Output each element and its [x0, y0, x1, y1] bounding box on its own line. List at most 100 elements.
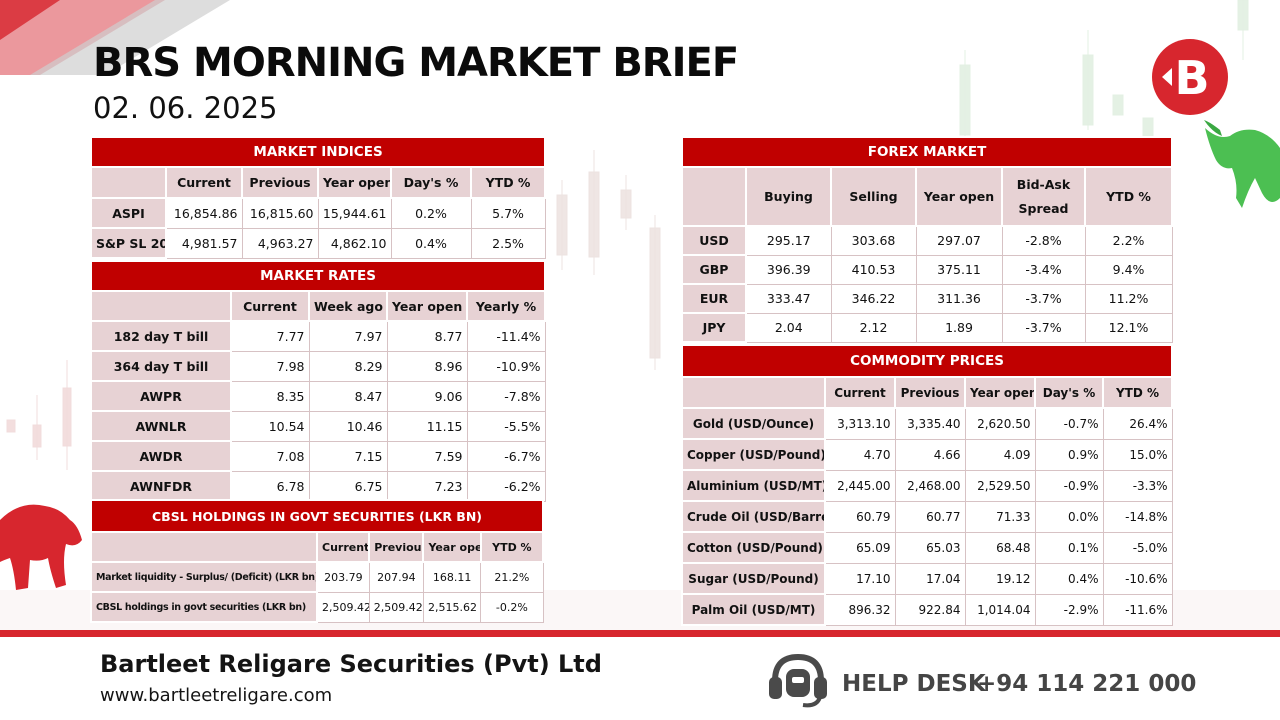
cell-value: 2,509.42	[368, 591, 424, 623]
cell-value: 297.07	[915, 225, 1003, 256]
cell-value: 8.77	[386, 320, 468, 352]
cell-value: -3.3%	[1102, 469, 1173, 502]
helpdesk-phone[interactable]: +94 114 221 000	[977, 671, 1197, 697]
cell-value: 21.2%	[480, 561, 544, 593]
company-name: Bartleet Religare Securities (Pvt) Ltd	[100, 650, 602, 678]
cell-value: 8.47	[308, 380, 388, 412]
row-label: 364 day T bill	[90, 350, 232, 382]
forex-market-title: FOREX MARKET	[680, 136, 1174, 168]
table-row: EUR 333.47 346.22 311.36 -3.7% 11.2%	[681, 283, 1173, 314]
footer-divider	[0, 630, 1280, 637]
column-header: Year open	[317, 166, 392, 199]
table-row: CBSL holdings in govt securities (LKR bn…	[90, 591, 544, 623]
row-label: EUR	[681, 283, 747, 314]
commodity-prices-title: COMMODITY PRICES	[680, 344, 1174, 378]
table-row: Aluminium (USD/MT) 2,445.00 2,468.00 2,5…	[681, 469, 1173, 502]
cell-value: 168.11	[422, 561, 482, 593]
row-label: Copper (USD/Pound)	[681, 438, 826, 471]
market-rates-title: MARKET RATES	[89, 260, 547, 292]
cbsl-holdings-title: CBSL HOLDINGS IN GOVT SECURITIES (LKR BN…	[90, 499, 544, 533]
row-label: AWPR	[90, 380, 232, 412]
cell-value: 7.97	[308, 320, 388, 352]
cell-value: -2.9%	[1034, 593, 1104, 626]
cell-value: -11.6%	[1102, 593, 1173, 626]
row-label: Aluminium (USD/MT)	[681, 469, 826, 502]
table-row: Sugar (USD/Pound) 17.10 17.04 19.12 0.4%…	[681, 562, 1173, 595]
cell-value: 17.04	[894, 562, 966, 595]
cell-value: 2,620.50	[964, 407, 1036, 440]
table-row: 182 day T bill 7.77 7.97 8.77 -11.4%	[90, 320, 546, 352]
cell-value: 3,313.10	[824, 407, 896, 440]
column-header: Current	[824, 376, 896, 409]
column-header: YTD %	[1083, 166, 1174, 227]
cell-value: 17.10	[824, 562, 896, 595]
column-header: Selling	[830, 166, 917, 227]
cell-value: -10.6%	[1102, 562, 1173, 595]
corner-cell	[90, 166, 167, 199]
cell-value: 3,335.40	[894, 407, 966, 440]
cell-value: -3.7%	[1001, 312, 1086, 343]
headset-icon	[769, 653, 827, 708]
cbsl-holdings-table: CBSL HOLDINGS IN GOVT SECURITIES (LKR BN…	[90, 499, 545, 623]
table-row: Crude Oil (USD/Barrel) 60.79 60.77 71.33…	[681, 500, 1173, 533]
row-label: S&P SL 20	[90, 227, 167, 259]
page-title: BRS MORNING MARKET BRIEF	[93, 40, 739, 86]
cell-value: 2,529.50	[964, 469, 1036, 502]
cell-value: 15,944.61	[317, 197, 392, 229]
cell-value: 4.66	[894, 438, 966, 471]
cell-value: 4,862.10	[317, 227, 392, 259]
column-header: YTD %	[1101, 376, 1174, 409]
cell-value: 2,509.42	[316, 591, 370, 623]
corner-cell	[681, 376, 826, 409]
forex-market-table: FOREX MARKET Buying Selling Year open Bi…	[680, 136, 1174, 343]
column-header: Previous	[241, 166, 319, 199]
cell-value: 2.12	[830, 312, 917, 343]
cell-value: 11.15	[386, 410, 468, 442]
brs-logo-icon: B	[1152, 39, 1228, 115]
cell-value: 0.9%	[1034, 438, 1104, 471]
corner-cell	[681, 166, 747, 227]
cell-value: -14.8%	[1102, 500, 1173, 533]
row-label: CBSL holdings in govt securities (LKR bn…	[90, 591, 318, 623]
column-header: Current	[165, 166, 243, 199]
cell-value: 311.36	[915, 283, 1003, 314]
cell-value: 19.12	[964, 562, 1036, 595]
cell-value: -3.7%	[1001, 283, 1086, 314]
cell-value: 2.2%	[1084, 225, 1173, 256]
cell-value: 60.77	[894, 500, 966, 533]
bear-icon	[0, 504, 82, 590]
website-link[interactable]: www.bartleetreligare.com	[100, 685, 333, 706]
bull-icon	[1204, 120, 1280, 208]
table-row: USD 295.17 303.68 297.07 -2.8% 2.2%	[681, 225, 1173, 256]
cell-value: -2.8%	[1001, 225, 1086, 256]
row-label: Market liquidity - Surplus/ (Deficit) (L…	[90, 561, 318, 593]
cell-value: -0.2%	[480, 591, 544, 623]
cell-value: 896.32	[824, 593, 896, 626]
table-row: AWNFDR 6.78 6.75 7.23 -6.2%	[90, 470, 546, 502]
market-indices-title: MARKET INDICES	[89, 136, 547, 168]
cell-value: 303.68	[830, 225, 917, 256]
cell-value: 203.79	[316, 561, 370, 593]
cell-value: 0.4%	[390, 227, 472, 259]
cell-value: 346.22	[830, 283, 917, 314]
cell-value: 4.70	[824, 438, 896, 471]
cell-value: 7.23	[386, 470, 468, 502]
cell-value: 26.4%	[1102, 407, 1173, 440]
cell-value: 12.1%	[1084, 312, 1173, 343]
column-header: Previous	[368, 531, 425, 563]
cell-value: -11.4%	[466, 320, 546, 352]
cell-value: 6.75	[308, 470, 388, 502]
cell-value: 15.0%	[1102, 438, 1173, 471]
cell-value: 7.98	[230, 350, 310, 382]
cell-value: 9.4%	[1084, 254, 1173, 285]
column-header: Year open	[386, 290, 468, 322]
footer	[0, 637, 1280, 720]
table-row: Copper (USD/Pound) 4.70 4.66 4.09 0.9% 1…	[681, 438, 1173, 471]
cell-value: 6.78	[230, 470, 310, 502]
svg-text:B: B	[1174, 51, 1209, 105]
cell-value: 333.47	[745, 283, 832, 314]
column-header: Day's %	[390, 166, 472, 199]
cell-value: 2,515.62	[422, 591, 482, 623]
cell-value: 375.11	[915, 254, 1003, 285]
table-row: Palm Oil (USD/MT) 896.32 922.84 1,014.04…	[681, 593, 1173, 626]
